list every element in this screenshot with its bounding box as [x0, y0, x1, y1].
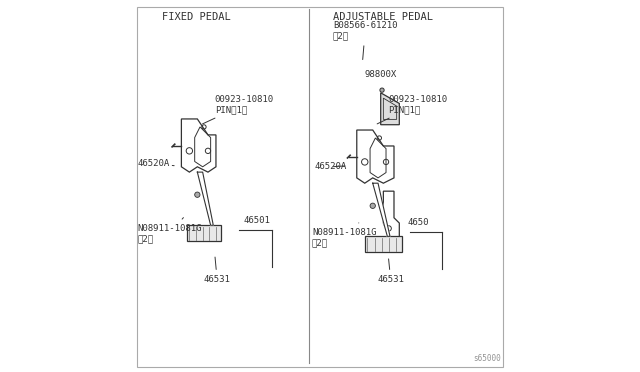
Text: N08911-1081G
（2）: N08911-1081G （2）: [137, 218, 202, 243]
Polygon shape: [187, 225, 221, 241]
Circle shape: [195, 192, 200, 198]
Text: 46531: 46531: [204, 257, 230, 284]
Text: s65000: s65000: [473, 354, 501, 363]
Circle shape: [380, 88, 384, 92]
Text: 46501: 46501: [244, 216, 271, 225]
Polygon shape: [365, 236, 402, 252]
Polygon shape: [197, 172, 213, 225]
Text: 98800X: 98800X: [364, 70, 397, 79]
Text: B08566-61210
（2）: B08566-61210 （2）: [333, 21, 397, 60]
Polygon shape: [372, 183, 390, 236]
Text: 46520A: 46520A: [137, 159, 174, 168]
Text: N08911-1081G
（2）: N08911-1081G （2）: [312, 223, 376, 247]
Circle shape: [370, 203, 376, 208]
Polygon shape: [381, 93, 399, 125]
Text: 4650: 4650: [407, 218, 429, 227]
Text: 00923-10810
PIN（1）: 00923-10810 PIN（1）: [202, 95, 274, 124]
Text: FIXED PEDAL: FIXED PEDAL: [162, 13, 230, 22]
Text: 00923-10810
PIN（1）: 00923-10810 PIN（1）: [377, 95, 447, 124]
Text: 46531: 46531: [377, 259, 404, 284]
Text: ADJUSTABLE PEDAL: ADJUSTABLE PEDAL: [333, 13, 433, 22]
Text: 46520A: 46520A: [314, 163, 347, 171]
